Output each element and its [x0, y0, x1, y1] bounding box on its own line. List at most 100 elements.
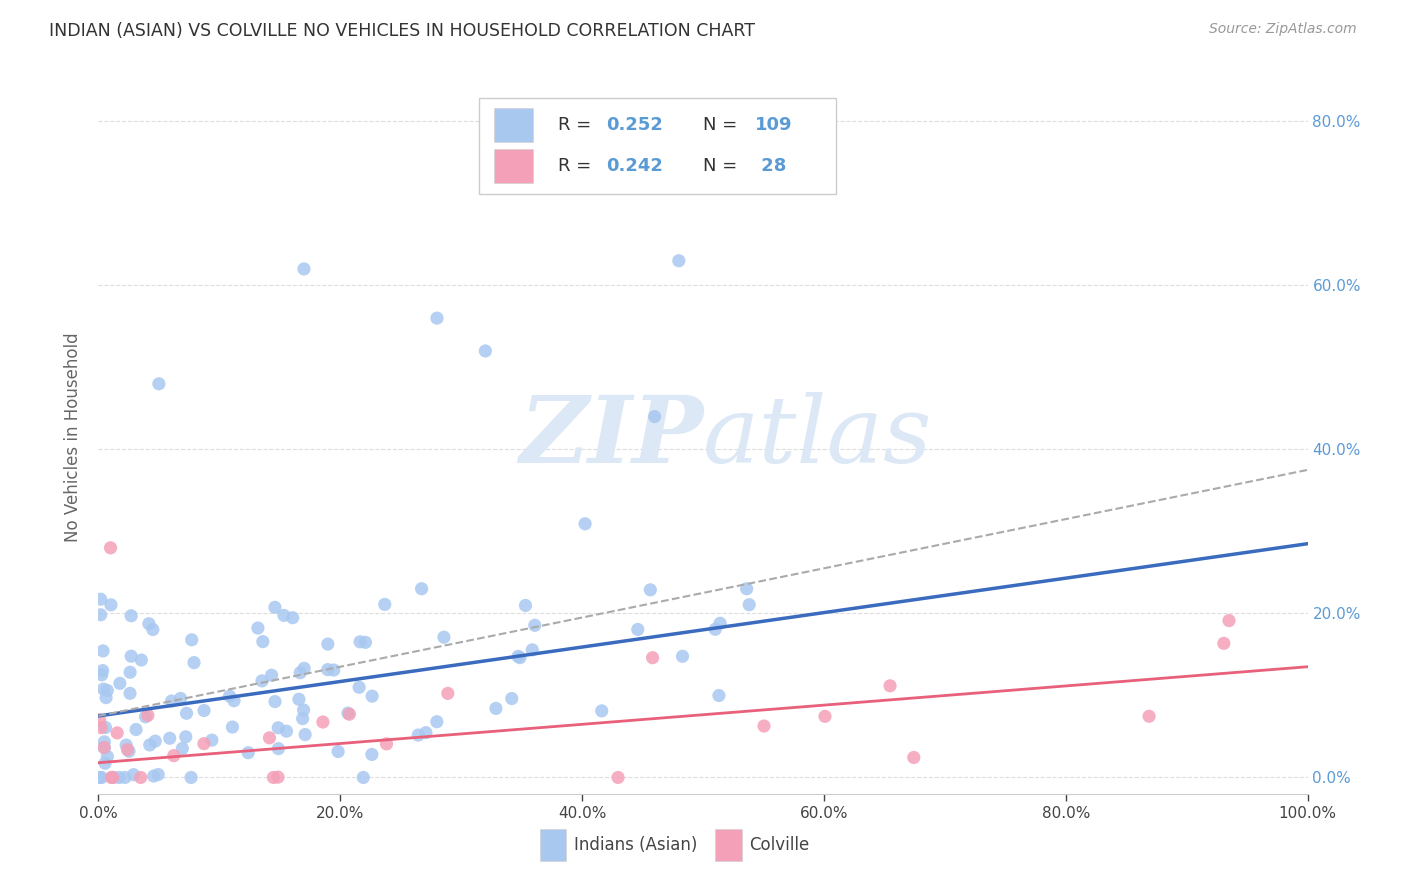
Point: [174, 730, 197, 744]
Point: [352, 771, 374, 785]
Point: [752, 719, 775, 733]
Point: [294, 728, 316, 742]
Point: [246, 621, 269, 635]
Point: [169, 691, 191, 706]
Point: [105, 726, 128, 740]
Point: [411, 582, 433, 596]
Point: [671, 649, 693, 664]
Point: [101, 771, 124, 785]
Point: [93, 682, 115, 697]
Point: [522, 643, 544, 657]
Point: [738, 598, 761, 612]
Point: [262, 771, 284, 785]
Text: R =: R =: [558, 157, 591, 175]
Text: Source: ZipAtlas.com: Source: ZipAtlas.com: [1209, 22, 1357, 37]
Point: [814, 709, 837, 723]
Point: [627, 623, 650, 637]
Point: [337, 706, 360, 720]
Point: [264, 600, 287, 615]
Point: [1218, 614, 1240, 628]
Point: [347, 680, 370, 694]
FancyBboxPatch shape: [494, 149, 533, 183]
Point: [288, 665, 311, 680]
Y-axis label: No Vehicles in Household: No Vehicles in Household: [65, 332, 83, 542]
Point: [361, 689, 384, 703]
Point: [159, 731, 181, 746]
Point: [91, 664, 114, 678]
Point: [707, 689, 730, 703]
Point: [117, 742, 139, 756]
Point: [163, 748, 186, 763]
Point: [120, 608, 142, 623]
Point: [129, 771, 152, 785]
Point: [91, 644, 114, 658]
Point: [138, 616, 160, 631]
Point: [260, 668, 283, 682]
Text: atlas: atlas: [703, 392, 932, 482]
Point: [90, 607, 112, 622]
Point: [120, 665, 142, 680]
Point: [89, 713, 111, 727]
Point: [94, 721, 117, 735]
Point: [668, 253, 690, 268]
Point: [222, 694, 245, 708]
Point: [252, 634, 274, 648]
Point: [114, 771, 136, 785]
Point: [426, 714, 449, 729]
Point: [879, 679, 901, 693]
Point: [108, 771, 131, 785]
Point: [292, 703, 315, 717]
Point: [375, 737, 398, 751]
Point: [103, 771, 125, 785]
Point: [436, 686, 458, 700]
Text: 28: 28: [755, 157, 786, 175]
Point: [142, 769, 165, 783]
Point: [1137, 709, 1160, 723]
Point: [131, 653, 153, 667]
Point: [90, 771, 112, 785]
Text: Indians (Asian): Indians (Asian): [574, 837, 697, 855]
Point: [281, 610, 304, 624]
Point: [312, 714, 335, 729]
Point: [523, 618, 546, 632]
Point: [509, 650, 531, 665]
Point: [115, 738, 138, 752]
Point: [704, 622, 727, 636]
Point: [903, 750, 925, 764]
Point: [640, 582, 662, 597]
Point: [125, 723, 148, 737]
Point: [90, 721, 112, 735]
Text: Colville: Colville: [749, 837, 810, 855]
Text: N =: N =: [703, 116, 737, 134]
Point: [183, 656, 205, 670]
Point: [709, 616, 731, 631]
Point: [644, 409, 666, 424]
Point: [100, 598, 122, 612]
Point: [90, 592, 112, 607]
Point: [406, 728, 429, 742]
Point: [259, 731, 281, 745]
Point: [118, 686, 141, 700]
Point: [221, 720, 243, 734]
FancyBboxPatch shape: [540, 830, 567, 862]
Point: [267, 770, 290, 784]
Point: [360, 747, 382, 762]
Point: [93, 735, 115, 749]
Point: [142, 623, 165, 637]
FancyBboxPatch shape: [494, 108, 533, 143]
Point: [1212, 636, 1234, 650]
Point: [108, 676, 131, 690]
Point: [96, 683, 118, 698]
Point: [120, 649, 142, 664]
Point: [96, 749, 118, 764]
Point: [100, 541, 122, 555]
Point: [374, 598, 396, 612]
Point: [326, 745, 349, 759]
Text: R =: R =: [558, 116, 591, 134]
Point: [100, 771, 122, 785]
Point: [264, 695, 287, 709]
Point: [136, 708, 159, 723]
FancyBboxPatch shape: [716, 830, 742, 862]
Point: [135, 710, 157, 724]
Point: [94, 690, 117, 705]
